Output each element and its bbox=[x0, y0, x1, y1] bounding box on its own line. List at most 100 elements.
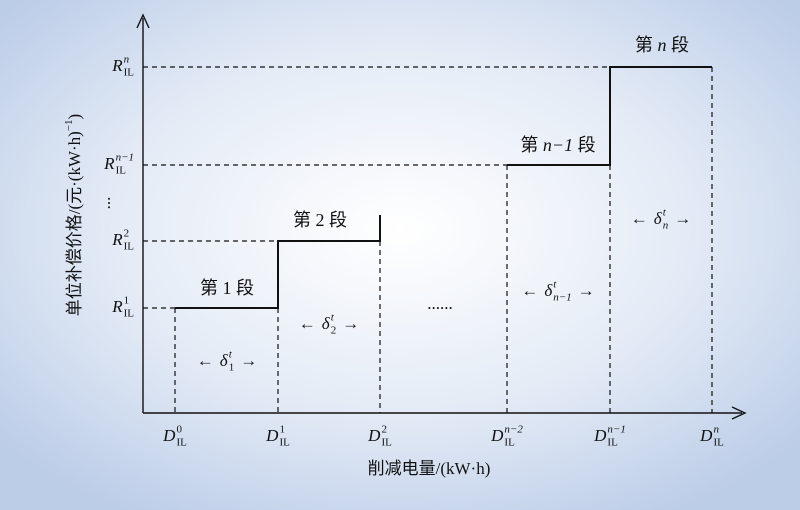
subscript: IL bbox=[176, 437, 187, 449]
title-main: 单位补偿价格/(元·(kW·h) bbox=[65, 131, 84, 316]
superscript: 0 bbox=[176, 424, 182, 436]
x-label-text: D bbox=[162, 426, 176, 445]
subscript: 2 bbox=[331, 325, 337, 337]
subscript: IL bbox=[279, 437, 290, 449]
left-arrow: ← bbox=[197, 351, 214, 370]
superscript: n−2 bbox=[504, 424, 523, 436]
left-arrow: ← bbox=[631, 209, 648, 228]
x-label-text: D bbox=[593, 426, 607, 445]
subscript: IL bbox=[713, 437, 724, 449]
superscript: t bbox=[553, 279, 557, 291]
left-arrow: ← bbox=[521, 281, 538, 300]
delta: δ bbox=[544, 281, 553, 300]
segment-label: 第 n 段 bbox=[635, 35, 689, 55]
x-label: D 2IL bbox=[367, 424, 392, 449]
title-end: ) bbox=[65, 114, 84, 120]
width-label: ← δ tn → bbox=[631, 207, 691, 232]
y-label-text: R bbox=[111, 230, 123, 249]
superscript: t bbox=[331, 312, 335, 324]
x-label-text: D bbox=[490, 426, 504, 445]
superscript: n−1 bbox=[116, 152, 134, 164]
segment-number: 2 bbox=[316, 210, 325, 230]
base: R bbox=[111, 56, 123, 75]
superscript: 2 bbox=[124, 228, 130, 240]
x-axis-title: 削减电量/(kW·h) bbox=[368, 459, 491, 478]
segment-label: 第 1 段 bbox=[200, 278, 254, 298]
subscript: IL bbox=[381, 437, 392, 449]
base: D bbox=[162, 426, 176, 445]
superscript: 1 bbox=[279, 424, 285, 436]
base: D bbox=[367, 426, 381, 445]
subscript: IL bbox=[124, 308, 135, 320]
right-arrow: → bbox=[674, 209, 691, 228]
x-label: D 1IL bbox=[265, 424, 290, 449]
segment-number: n bbox=[658, 35, 667, 55]
prefix: 第 bbox=[520, 135, 543, 155]
x-label: D 0IL bbox=[162, 424, 187, 449]
guides bbox=[143, 66, 713, 413]
width-label: ← δ tn−1 → bbox=[521, 279, 594, 304]
base: R bbox=[111, 297, 123, 316]
y-label-text: R bbox=[111, 297, 123, 316]
x-label-text: D bbox=[699, 426, 713, 445]
x-label-text: D bbox=[367, 426, 381, 445]
width-label: ← δ t2 → bbox=[299, 312, 359, 337]
axes bbox=[136, 13, 747, 420]
delta: δ bbox=[322, 314, 331, 333]
suffix: 段 bbox=[232, 278, 255, 298]
right-arrow: → bbox=[240, 351, 257, 370]
subscript: n bbox=[663, 220, 669, 232]
width-label: ← δ t1 → bbox=[197, 349, 257, 374]
subscript: IL bbox=[607, 437, 618, 449]
segment-label: 第 n−1 段 bbox=[520, 135, 595, 155]
superscript: n−1 bbox=[607, 424, 625, 436]
suffix: 段 bbox=[325, 210, 348, 230]
prefix: 第 bbox=[293, 210, 316, 230]
right-arrow: → bbox=[578, 281, 595, 300]
y-label-text: R bbox=[103, 154, 115, 173]
y-label: R 2IL bbox=[111, 228, 134, 253]
superscript: t bbox=[229, 349, 233, 361]
prefix: 第 bbox=[635, 35, 658, 55]
segment-number: 1 bbox=[223, 278, 232, 298]
base: D bbox=[593, 426, 607, 445]
base: R bbox=[103, 154, 115, 173]
prefix: 第 bbox=[200, 278, 223, 298]
x-label-text: D bbox=[265, 426, 279, 445]
base: D bbox=[490, 426, 504, 445]
superscript: n bbox=[124, 54, 130, 66]
base: D bbox=[699, 426, 713, 445]
subscript: IL bbox=[124, 241, 135, 253]
delta: δ bbox=[654, 209, 663, 228]
segment-label: 第 2 段 bbox=[293, 210, 347, 230]
steps bbox=[175, 66, 712, 309]
superscript: t bbox=[663, 207, 667, 219]
superscript: 2 bbox=[381, 424, 387, 436]
base: R bbox=[111, 230, 123, 249]
subscript: IL bbox=[116, 165, 127, 177]
subscript: n−1 bbox=[553, 292, 571, 304]
y-label: R 1IL bbox=[111, 295, 134, 320]
superscript: 1 bbox=[124, 295, 130, 307]
base: D bbox=[265, 426, 279, 445]
subscript: 1 bbox=[229, 362, 235, 374]
title-sup: −1 bbox=[63, 119, 75, 131]
y-ellipsis: ... bbox=[104, 197, 123, 210]
subscript: IL bbox=[504, 437, 515, 449]
subscript: IL bbox=[124, 67, 135, 79]
superscript: n bbox=[713, 424, 719, 436]
y-label-text: R bbox=[111, 56, 123, 75]
suffix: 段 bbox=[667, 35, 690, 55]
left-arrow: ← bbox=[299, 314, 316, 333]
x-ellipsis: ...... bbox=[427, 294, 453, 313]
segment-number: n−1 bbox=[543, 135, 573, 155]
delta: δ bbox=[220, 351, 229, 370]
y-axis-title: 单位补偿价格/(元·(kW·h)−1) bbox=[63, 114, 84, 316]
